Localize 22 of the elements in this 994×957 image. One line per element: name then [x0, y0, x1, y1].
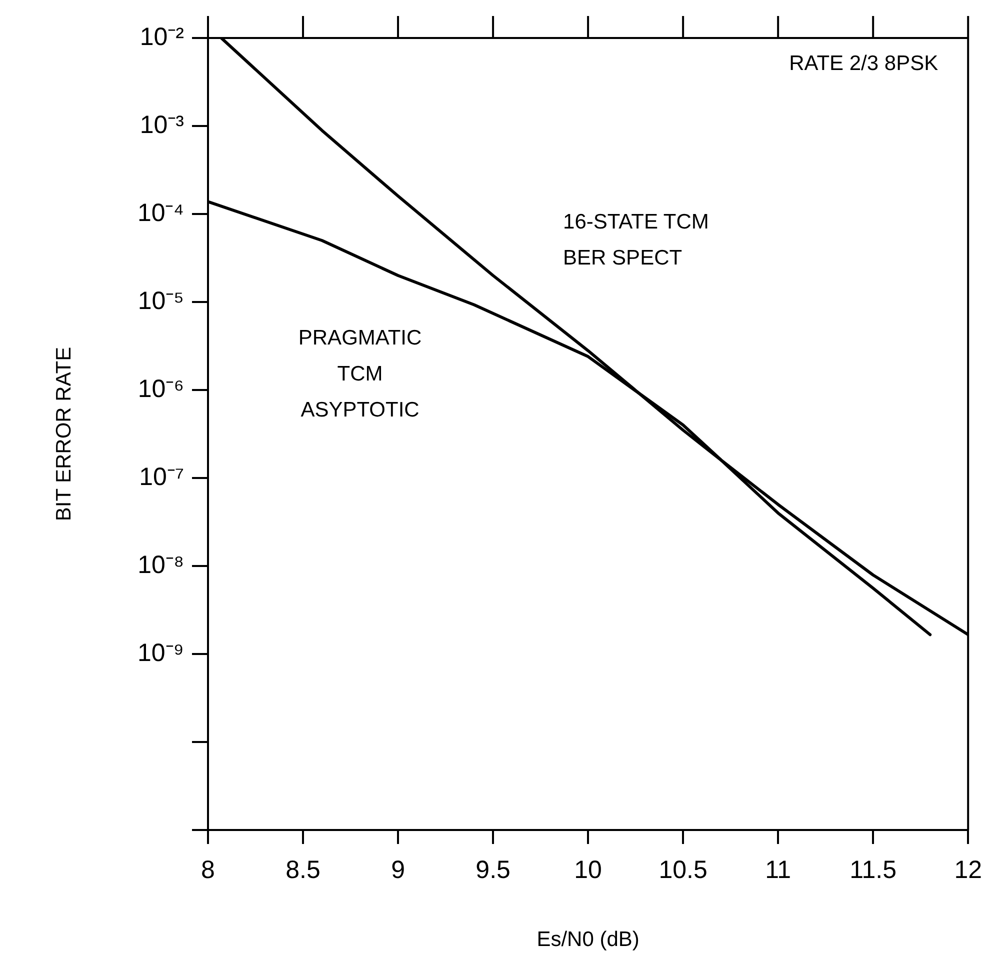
y-tick-label: 10⁻⁴: [137, 198, 184, 227]
series-label: PRAGMATIC TCM ASYPTOTIC: [298, 326, 422, 422]
x-tick-label: 11.5: [850, 856, 896, 884]
x-tick-label: 11: [765, 856, 792, 884]
y-tick-label: 10⁻⁹: [137, 638, 184, 667]
x-tick-label: 12: [954, 856, 982, 884]
annotation: RATE 2/3 8PSK: [789, 52, 938, 75]
y-tick-label: 10⁻⁵: [138, 286, 184, 315]
text: 16-STATE TCM BER SPECT: [563, 210, 709, 270]
x-tick-label: 10: [574, 856, 602, 884]
x-tick-label: 8: [201, 856, 215, 884]
y-tick-label: 10⁻⁷: [139, 462, 184, 491]
y-tick-label: 10⁻⁸: [138, 550, 184, 579]
x-tick-label: 10.5: [658, 856, 708, 884]
x-tick-label: 9.5: [476, 856, 510, 884]
y-tick-label: 10⁻⁶: [138, 374, 184, 403]
x-axis-title: Es/N0 (dB): [536, 928, 640, 952]
y-tick-label: 10⁻²: [140, 22, 184, 51]
y-axis-title: BIT ERROR RATE: [52, 346, 76, 522]
x-tick-label: 9: [391, 856, 405, 884]
y-tick-label: 10⁻³: [140, 110, 184, 139]
x-tick-label: 8.5: [286, 856, 320, 884]
